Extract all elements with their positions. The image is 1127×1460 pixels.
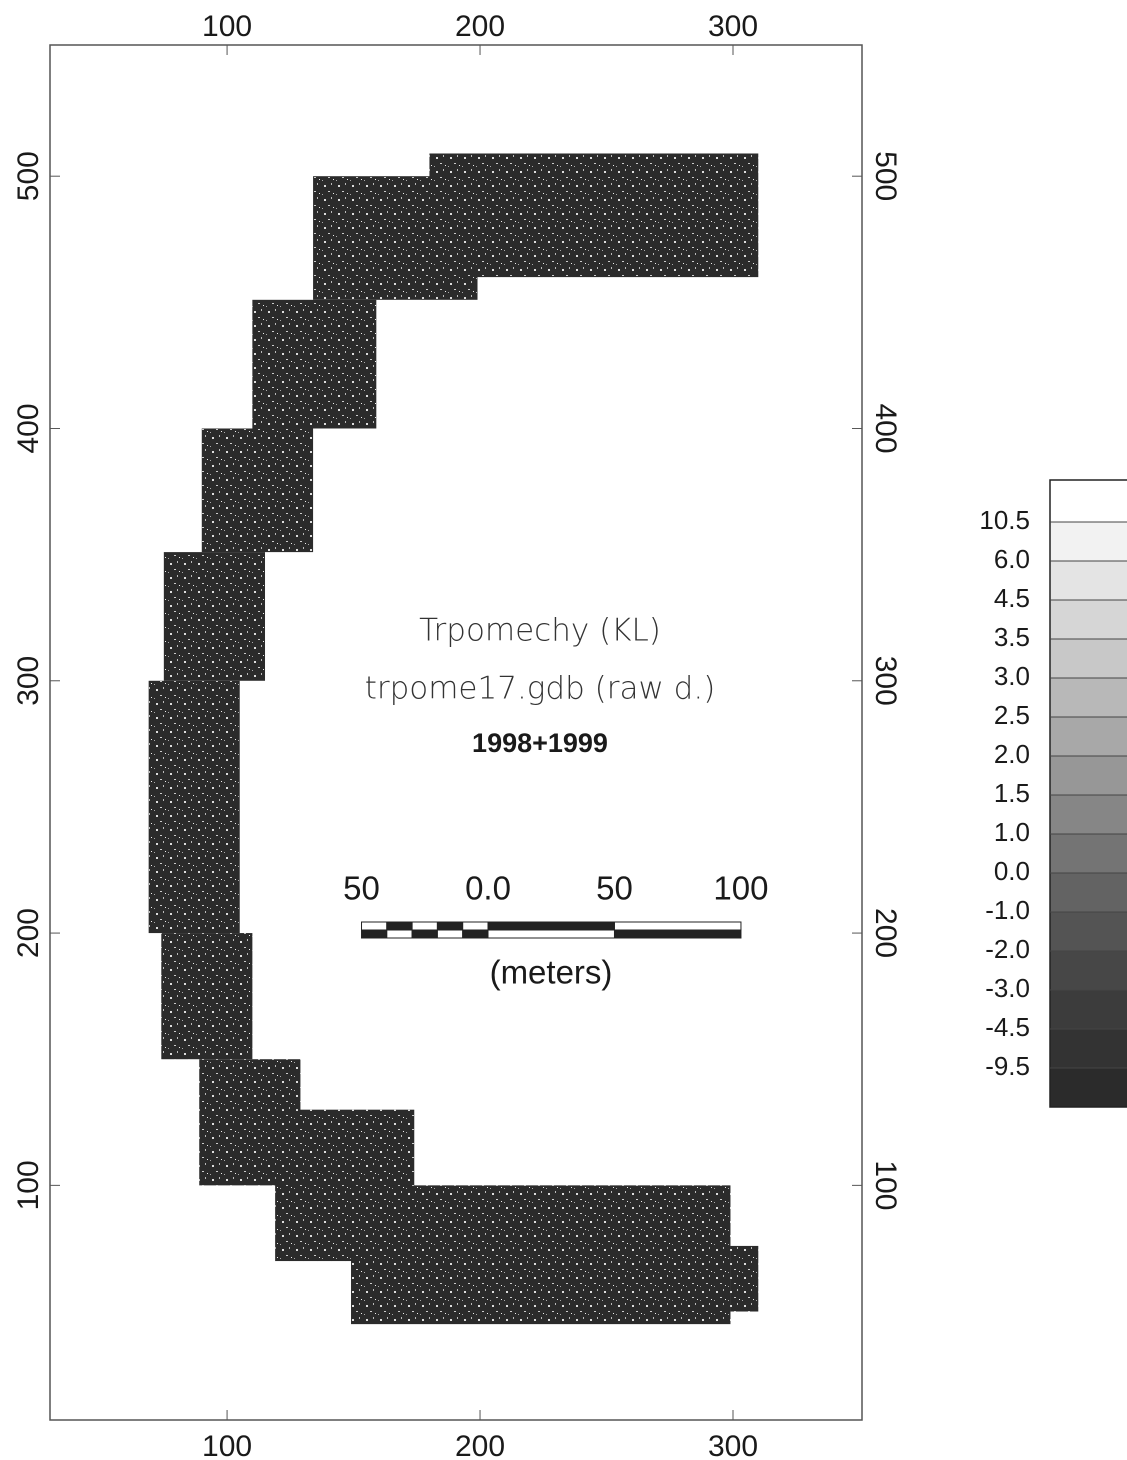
scale-label: 50 (343, 870, 380, 907)
x-tick-label: 200 (455, 1430, 505, 1460)
legend-band (1050, 912, 1127, 951)
x-tick-label: 100 (202, 10, 252, 43)
legend-band (1050, 717, 1127, 756)
legend-band (1050, 480, 1127, 522)
legend-label: 3.5 (994, 622, 1030, 652)
block-texture (252, 299, 377, 429)
y-tick-label: 400 (869, 403, 902, 453)
scale-segment (436, 921, 464, 931)
map-subtitle: trpome17.gdb (raw d.) (365, 671, 716, 707)
block-texture (351, 1185, 731, 1325)
scale-segment (411, 921, 438, 931)
legend-label: 6.0 (994, 544, 1030, 574)
block-texture (730, 1245, 759, 1312)
scale-segment (462, 929, 489, 939)
x-tick-label: 100 (202, 1430, 252, 1460)
scale-segment (613, 921, 742, 931)
legend-frame (1049, 479, 1127, 1108)
legend-label: 2.0 (994, 739, 1030, 769)
legend-label: -2.0 (985, 934, 1030, 964)
y-tick-label: 500 (869, 151, 902, 201)
legend-band (1050, 795, 1127, 834)
legend-band (1050, 678, 1127, 717)
legend-band (1050, 522, 1127, 561)
legend-label: 3.0 (994, 661, 1030, 691)
legend-label: 2.5 (994, 700, 1030, 730)
block-texture (148, 680, 240, 934)
scale-segment (487, 929, 615, 939)
map-title: Trpomechy (KL) (419, 613, 661, 649)
x-tick-label: 200 (455, 10, 505, 43)
legend-label: -9.5 (985, 1051, 1030, 1081)
legend-band (1050, 873, 1127, 912)
scale-segment (462, 921, 489, 931)
legend-band (1050, 834, 1127, 873)
legend-label: 10.5 (979, 505, 1030, 535)
block-texture (163, 552, 266, 681)
legend-label: 1.0 (994, 817, 1030, 847)
legend-label: 1.5 (994, 778, 1030, 808)
scale-segment (386, 929, 413, 939)
legend-band (1050, 951, 1127, 990)
scale-label: 50 (596, 870, 633, 907)
block-texture (201, 428, 314, 553)
scale-label: 0.0 (465, 870, 511, 907)
scale-label: 100 (713, 870, 768, 907)
annotation: 1998+1999 (472, 728, 608, 758)
y-tick-label: 100 (12, 1160, 45, 1210)
block-texture (429, 153, 759, 278)
legend-band (1050, 639, 1127, 678)
y-tick-label: 200 (12, 908, 45, 958)
map-frame (49, 44, 863, 1421)
legend-band (1050, 990, 1127, 1029)
legend-band (1050, 1029, 1127, 1068)
scale-segment (361, 921, 388, 931)
legend-band (1050, 600, 1127, 639)
legend-band (1050, 561, 1127, 600)
y-tick-label: 300 (869, 656, 902, 706)
legend-band (1050, 756, 1127, 795)
legend-label: 4.5 (994, 583, 1030, 613)
legend-label: -1.0 (985, 895, 1030, 925)
x-tick-label: 300 (708, 1430, 758, 1460)
legend-label: 0.0 (994, 856, 1030, 886)
legend-label: -3.0 (985, 973, 1030, 1003)
y-tick-label: 100 (869, 1160, 902, 1210)
scale-segment (487, 921, 615, 931)
y-tick-label: 400 (12, 403, 45, 453)
scale-segment (361, 929, 388, 939)
scale-segment (436, 929, 464, 939)
legend-band (1050, 1068, 1127, 1107)
block-texture (161, 933, 253, 1060)
y-tick-label: 500 (12, 151, 45, 201)
scale-unit: (meters) (490, 954, 613, 991)
y-tick-label: 300 (12, 656, 45, 706)
scale-segment (411, 929, 438, 939)
y-tick-label: 200 (869, 908, 902, 958)
x-tick-label: 300 (708, 10, 758, 43)
legend-label: -4.5 (985, 1012, 1030, 1042)
scale-segment (386, 921, 413, 931)
scale-segment (613, 929, 742, 939)
